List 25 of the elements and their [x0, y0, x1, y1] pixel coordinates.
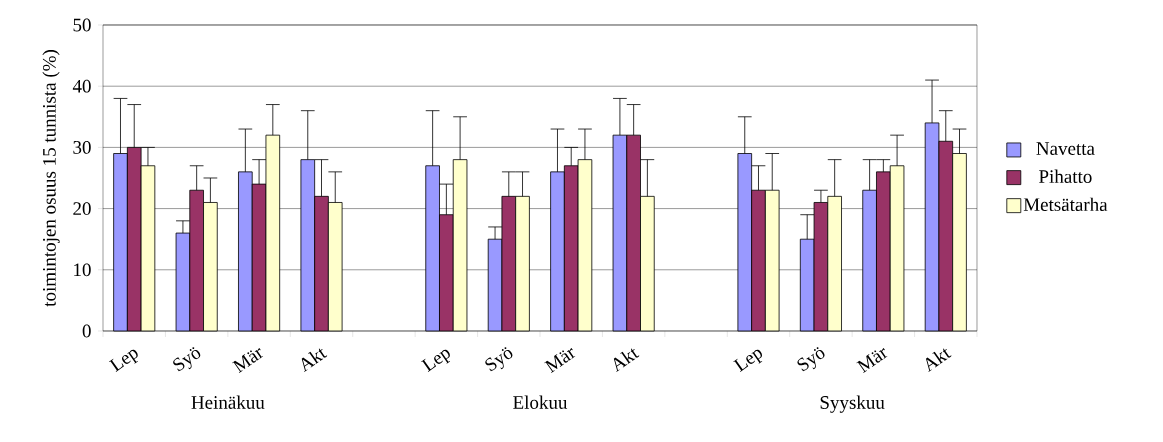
- x-tick-label: Lep: [421, 349, 451, 372]
- y-tick-label: 50: [73, 18, 91, 32]
- x-tick-label: Akt: [301, 348, 328, 373]
- x-tick-label: Syö: [485, 347, 513, 372]
- y-tick-label: 30: [73, 140, 91, 154]
- x-tick-label: Syö: [797, 347, 825, 372]
- y-axis-title: toimintojen osuus 15 tunnista (%): [42, 50, 60, 307]
- x-tick-label: Mär: [232, 348, 264, 374]
- legend-label: Pihatto: [1039, 169, 1092, 183]
- y-tick-label: 10: [74, 263, 91, 277]
- y-tick-label: 0: [82, 324, 91, 338]
- x-tick-label: Akt: [613, 348, 640, 373]
- y-tick-label: 40: [72, 79, 91, 93]
- x-tick-label: Lep: [733, 349, 763, 372]
- text: Elokuu: [513, 395, 568, 409]
- y-tick-label: 20: [73, 202, 91, 215]
- text: Heinäkuu: [191, 395, 265, 409]
- x-tick-label: Mär: [544, 348, 576, 374]
- text: Syyskuu: [820, 395, 885, 413]
- legend-label: Metsätarha: [1023, 197, 1108, 212]
- x-tick-label: Syö: [173, 347, 201, 372]
- x-tick-label: Akt: [925, 348, 952, 373]
- x-tick-label: Lep: [108, 349, 138, 372]
- x-tick-label: Mär: [856, 348, 888, 374]
- legend-label: Navetta: [1036, 142, 1095, 155]
